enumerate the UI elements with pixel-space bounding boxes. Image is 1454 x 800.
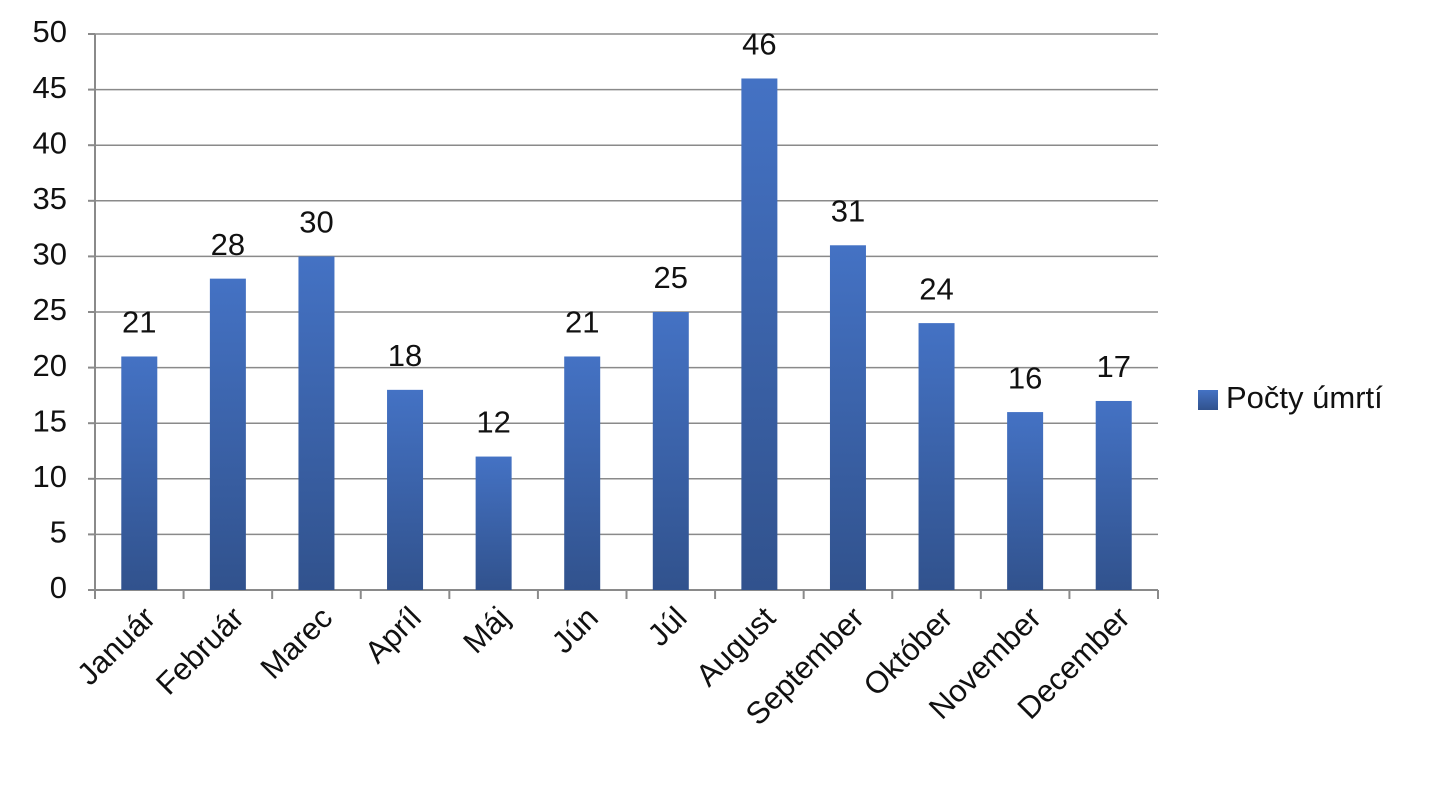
data-label: 21 bbox=[122, 305, 156, 340]
bar bbox=[1007, 412, 1044, 590]
x-tick-label: Máj bbox=[456, 600, 516, 660]
bar bbox=[829, 245, 866, 590]
y-tick-label: 0 bbox=[50, 570, 67, 605]
bar bbox=[121, 356, 158, 590]
x-tick-label: Marec bbox=[254, 600, 340, 686]
y-tick-label: 15 bbox=[33, 403, 67, 438]
data-label: 24 bbox=[919, 271, 953, 306]
bar bbox=[652, 312, 689, 590]
data-label: 25 bbox=[654, 260, 688, 295]
x-tick-label: Február bbox=[149, 600, 251, 702]
legend-swatch bbox=[1198, 390, 1218, 410]
data-label: 12 bbox=[476, 405, 510, 440]
bar bbox=[564, 356, 601, 590]
x-tick-label: Jún bbox=[545, 600, 605, 660]
y-tick-label: 40 bbox=[33, 125, 67, 160]
data-label: 21 bbox=[565, 305, 599, 340]
bar bbox=[298, 256, 335, 590]
bar bbox=[918, 323, 955, 590]
data-label: 17 bbox=[1096, 349, 1130, 384]
data-label: 18 bbox=[388, 338, 422, 373]
bar bbox=[741, 78, 778, 590]
y-tick-label: 5 bbox=[50, 515, 67, 550]
x-tick-label: Január bbox=[70, 600, 162, 692]
y-tick-label: 20 bbox=[33, 348, 67, 383]
x-tick-label: Júl bbox=[641, 600, 694, 653]
data-label: 46 bbox=[742, 27, 776, 62]
y-tick-label: 45 bbox=[33, 70, 67, 105]
data-label: 28 bbox=[211, 227, 245, 262]
x-tick-label: Apríl bbox=[358, 600, 428, 670]
bar bbox=[387, 389, 424, 590]
bar bbox=[475, 456, 512, 590]
y-tick-label: 25 bbox=[33, 292, 67, 327]
bar bbox=[209, 278, 246, 590]
data-label: 30 bbox=[299, 205, 333, 240]
data-label: 31 bbox=[831, 193, 865, 228]
y-tick-label: 50 bbox=[33, 14, 67, 49]
y-tick-label: 35 bbox=[33, 181, 67, 216]
data-label: 16 bbox=[1008, 360, 1042, 395]
bar bbox=[1095, 400, 1132, 590]
legend-label: Počty úmrtí bbox=[1226, 380, 1383, 415]
y-tick-label: 10 bbox=[33, 459, 67, 494]
y-tick-label: 30 bbox=[33, 237, 67, 272]
